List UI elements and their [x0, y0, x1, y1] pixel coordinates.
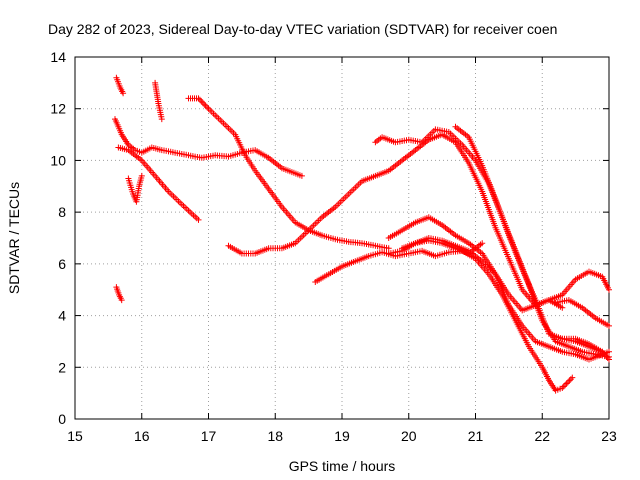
series-trace-16 — [559, 335, 606, 355]
x-tick-label: 18 — [267, 428, 283, 444]
series-trace-15 — [552, 297, 612, 329]
series-trace-1 — [113, 74, 127, 97]
x-tick-label: 19 — [334, 428, 350, 444]
y-tick-label: 6 — [58, 256, 66, 272]
y-tick-label: 12 — [50, 101, 66, 117]
x-axis-label: GPS time / hours — [289, 458, 396, 474]
x-tick-label: 20 — [401, 428, 417, 444]
series-trace-6 — [115, 144, 202, 223]
y-tick-label: 10 — [50, 152, 66, 168]
data-series — [112, 74, 612, 394]
chart-title: Day 282 of 2023, Sidereal Day-to-day VTE… — [48, 21, 557, 37]
x-tick-label: 21 — [468, 428, 484, 444]
series-trace-5 — [112, 116, 305, 179]
y-axis-label: SDTVAR / TECUs — [6, 182, 22, 294]
series-trace-7 — [185, 95, 392, 252]
x-tick-label: 15 — [67, 428, 83, 444]
x-tick-label: 17 — [201, 428, 217, 444]
series-trace-11 — [312, 247, 576, 394]
y-tick-label: 0 — [58, 411, 66, 427]
series-trace-3 — [113, 284, 125, 304]
x-tick-label: 23 — [601, 428, 617, 444]
series-trace-4 — [125, 172, 145, 205]
series-trace-12 — [385, 235, 612, 314]
plot-frame — [74, 56, 610, 420]
axis-ticks: 15 16 17 18 19 20 21 22 23 0 2 4 6 8 10 12 14 — [50, 49, 617, 444]
series-trace-13 — [385, 214, 612, 363]
y-tick-label: 4 — [58, 308, 66, 324]
x-tick-label: 16 — [134, 428, 150, 444]
series-trace-2 — [152, 79, 165, 123]
series-trace-10 — [452, 123, 612, 363]
series-trace-14 — [399, 237, 486, 257]
x-tick-label: 22 — [534, 428, 550, 444]
y-tick-label: 8 — [58, 204, 66, 220]
series-trace-8 — [225, 131, 566, 311]
y-tick-label: 14 — [50, 49, 66, 65]
y-tick-label: 2 — [58, 359, 66, 375]
